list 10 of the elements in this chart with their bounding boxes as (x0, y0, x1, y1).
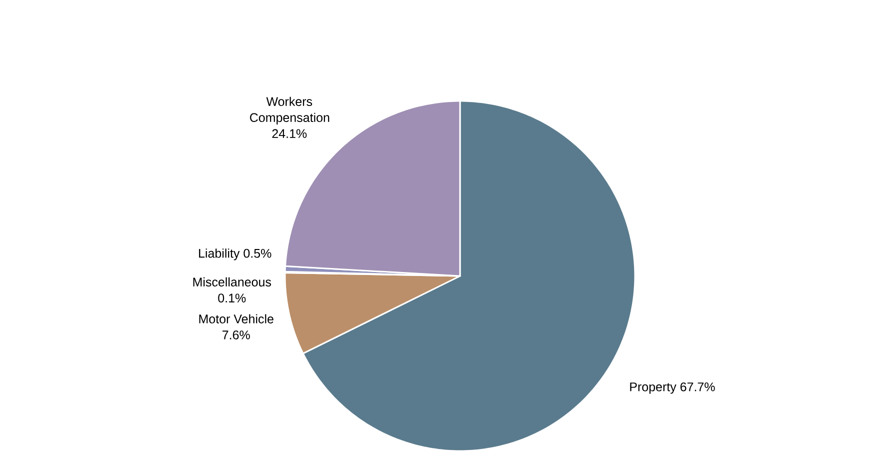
slice-label: Motor Vehicle (199, 314, 274, 324)
slice-label: Liability (199, 248, 240, 260)
data-label: 0.1% (218, 294, 246, 302)
data-label: 24.1% (272, 129, 307, 138)
data-label: 7.6% (222, 330, 250, 340)
slice-label: Property (630, 382, 676, 394)
data-label: 0.5% (244, 248, 272, 258)
slice-label: Miscellaneous (193, 277, 272, 286)
data-label: 67.7% (680, 382, 715, 392)
slice-label: Workers Compensation (250, 96, 330, 124)
